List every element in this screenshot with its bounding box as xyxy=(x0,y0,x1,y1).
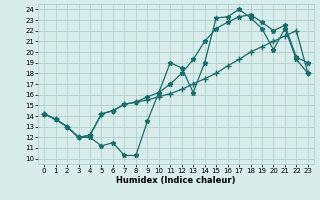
X-axis label: Humidex (Indice chaleur): Humidex (Indice chaleur) xyxy=(116,176,236,185)
